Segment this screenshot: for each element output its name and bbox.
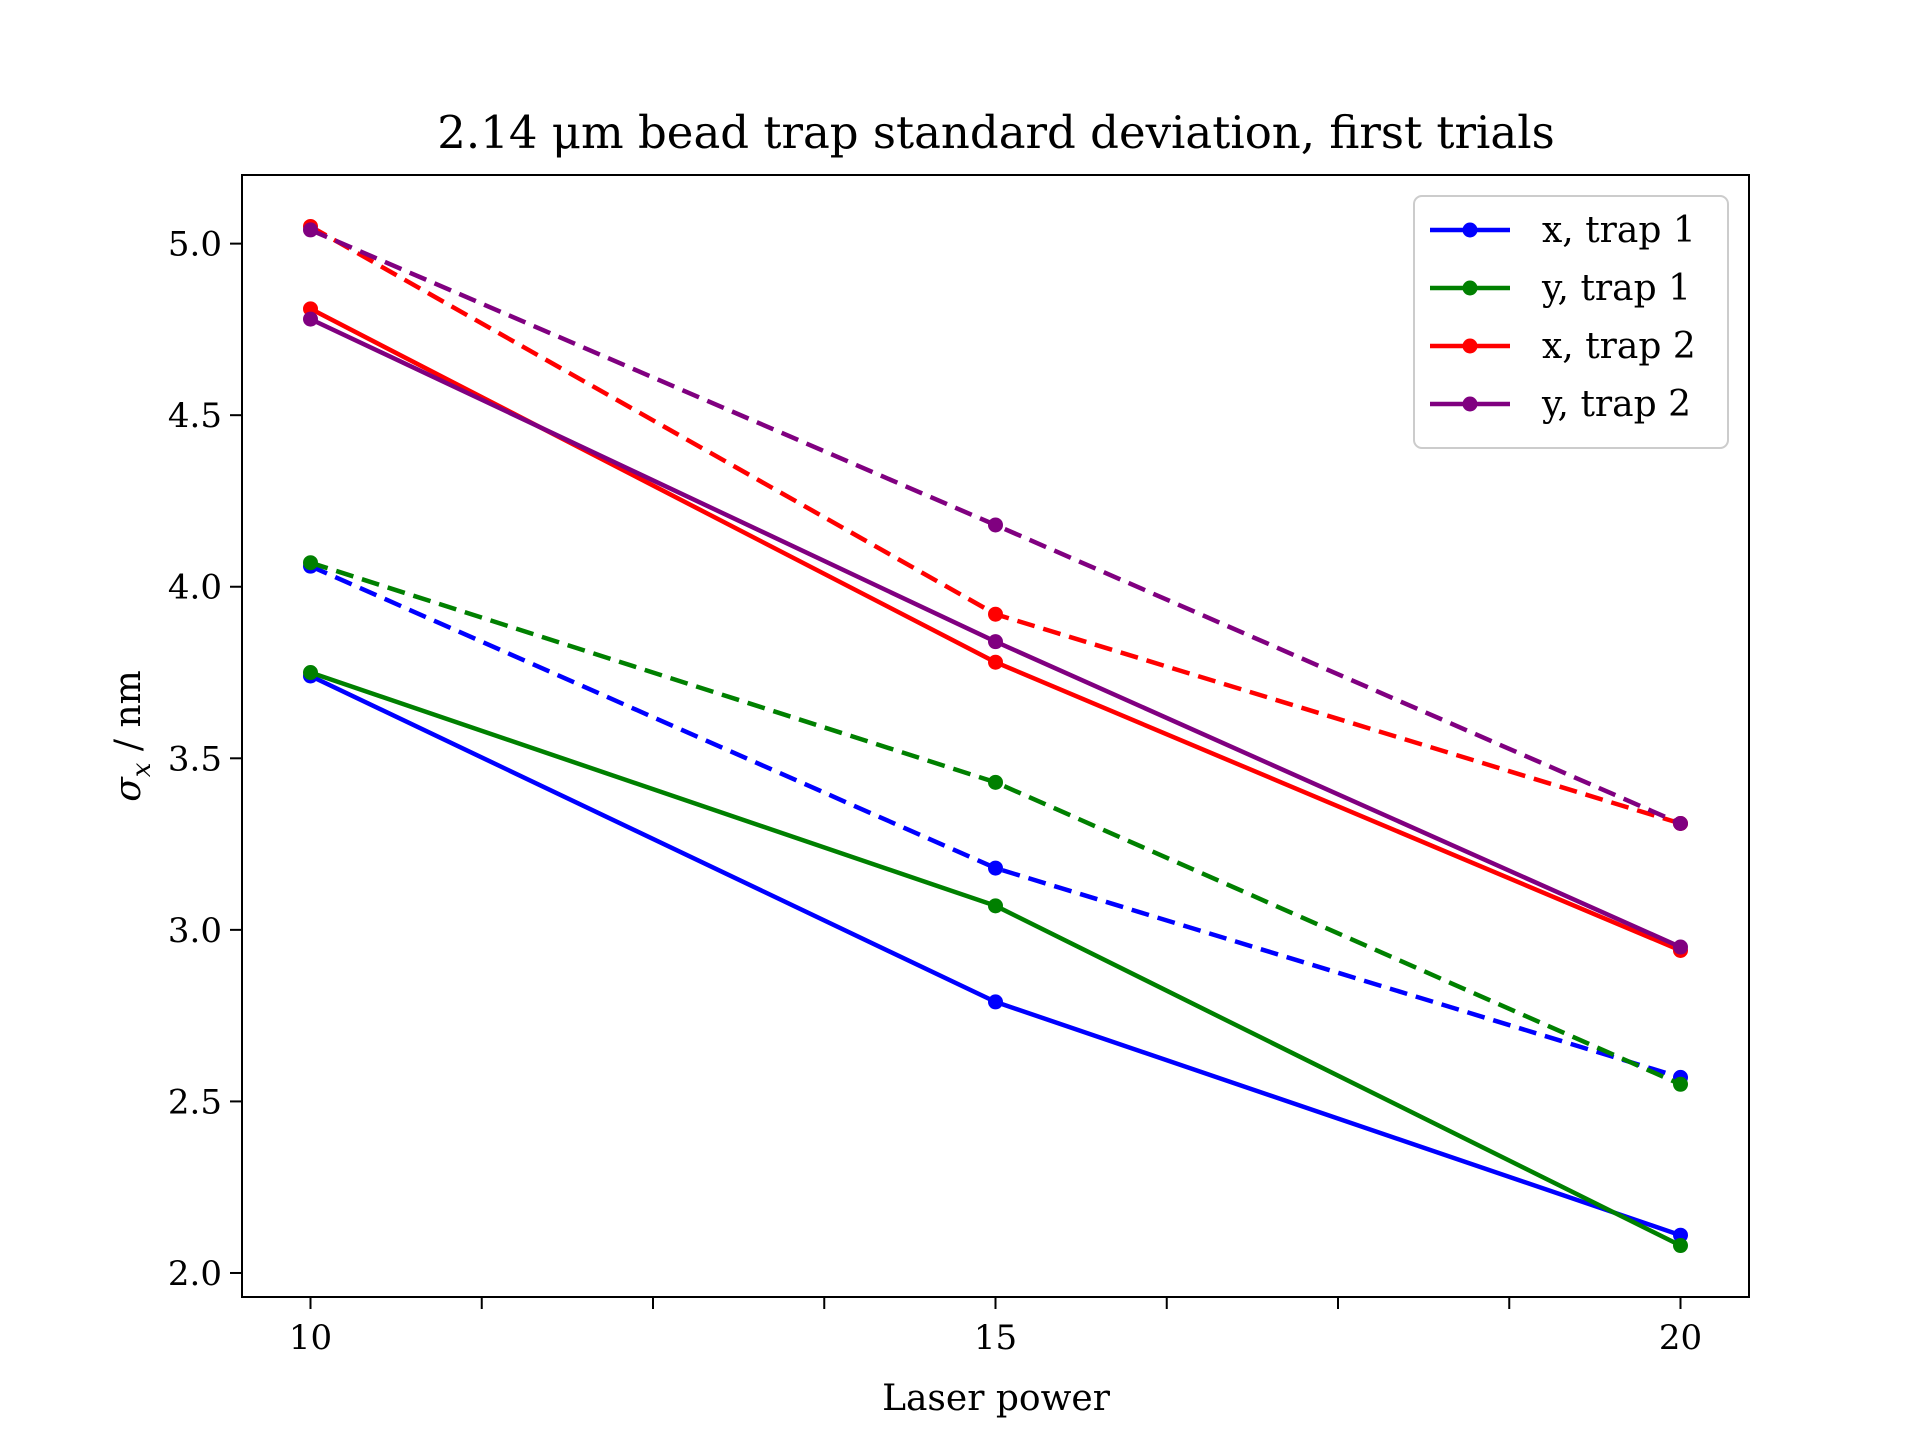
data-point-1-0 xyxy=(303,665,318,681)
axis-ticks: 10 15 20 2.0 2.5 3.0 3.5 4.0 4.5 5.0 xyxy=(168,225,1702,1358)
data-point-5-1 xyxy=(988,774,1003,790)
data-point-1-2 xyxy=(1673,1238,1688,1254)
y-axis-label: σx / nm xyxy=(108,670,157,802)
y-tick-label-0: 2.0 xyxy=(168,1254,222,1294)
data-point-4-1 xyxy=(988,860,1003,876)
legend: x, trap 1 y, trap 1 x, trap 2 y, trap 2 xyxy=(1413,195,1729,449)
x-axis-label: Laser power xyxy=(882,1378,1111,1419)
legend-marker-1 xyxy=(1462,280,1478,296)
y-tick-label-6: 5.0 xyxy=(168,225,222,265)
data-point-3-1 xyxy=(988,634,1003,650)
legend-box xyxy=(1413,195,1729,449)
data-point-5-2 xyxy=(1673,1076,1688,1092)
y-tick-label-3: 3.5 xyxy=(168,739,222,779)
y-axis-label-symbol: σ xyxy=(108,776,149,802)
series-line-dashed-4 xyxy=(309,564,1682,1080)
data-point-3-2 xyxy=(1673,939,1688,955)
data-point-1-1 xyxy=(988,898,1003,914)
legend-marker-2 xyxy=(1462,338,1478,354)
y-tick-label-4: 4.0 xyxy=(168,568,222,608)
data-point-7-2 xyxy=(1673,815,1688,831)
data-point-3-0 xyxy=(303,311,318,327)
data-point-7-0 xyxy=(303,222,318,238)
legend-label-3: y, trap 2 xyxy=(1541,384,1691,425)
data-point-0-2 xyxy=(1673,1227,1688,1243)
legend-label-1: y, trap 1 xyxy=(1541,268,1691,309)
x-tick-label-0: 10 xyxy=(289,1318,332,1358)
data-point-0-1 xyxy=(988,994,1003,1010)
data-point-5-0 xyxy=(303,555,318,571)
plot-area xyxy=(303,218,1688,1254)
chart-title: 2.14 μm bead trap standard deviation, fi… xyxy=(437,106,1554,159)
legend-marker-0 xyxy=(1462,222,1478,238)
legend-label-2: x, trap 2 xyxy=(1542,326,1696,367)
y-tick-label-1: 2.5 xyxy=(168,1082,222,1122)
x-tick-label-1: 15 xyxy=(974,1318,1017,1358)
y-tick-label-5: 4.5 xyxy=(168,396,222,436)
legend-label-0: x, trap 1 xyxy=(1542,210,1696,251)
y-tick-label-2: 3.0 xyxy=(168,911,222,951)
data-point-2-0 xyxy=(303,301,318,317)
y-axis-label-subscript: x xyxy=(127,762,157,777)
legend-marker-3 xyxy=(1462,396,1478,412)
data-point-6-1 xyxy=(988,606,1003,622)
x-tick-label-2: 20 xyxy=(1659,1318,1702,1358)
data-point-7-1 xyxy=(988,517,1003,533)
data-point-2-1 xyxy=(988,654,1003,670)
y-axis-label-unit: / nm xyxy=(108,670,149,762)
